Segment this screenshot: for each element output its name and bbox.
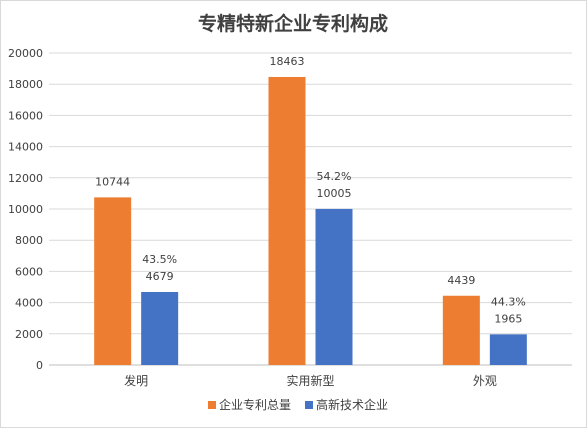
y-tick-label: 8000 [15,234,43,247]
bars [94,76,527,365]
data-label: 1965 [494,312,522,325]
y-axis: 0 2000 4000 6000 8000 10000 12000 14000 16000 180… [8,47,43,372]
legend-swatch [305,401,314,409]
y-tick-label: 6000 [15,265,43,278]
y-tick-label: 14000 [8,141,43,154]
percent-label: 43.5% [142,253,177,266]
bar-高新技术企业 [141,292,179,365]
y-tick-label: 0 [36,359,43,372]
legend-label: 高新技术企业 [316,397,388,412]
category-label: 发明 [124,373,148,388]
y-tick-label: 12000 [8,172,43,185]
x-axis: 发明 实用新型 外观 [124,373,497,388]
gridlines [49,52,572,366]
y-tick-label: 4000 [15,297,43,310]
bar-企业专利总量 [268,76,306,365]
data-label: 4679 [146,270,174,283]
legend-swatch [208,401,216,409]
bar-企业专利总量 [94,197,132,365]
legend: 企业专利总量 高新技术企业 [208,397,388,412]
percent-label: 54.2% [317,170,352,183]
data-label: 18463 [270,55,305,68]
y-tick-label: 20000 [8,47,43,60]
legend-label: 企业专利总量 [219,397,291,412]
bar-高新技术企业 [315,208,353,365]
category-label: 外观 [473,374,497,388]
bar-企业专利总量 [442,295,480,365]
y-tick-label: 10000 [8,203,43,216]
data-label: 10744 [95,175,130,188]
y-tick-label: 16000 [8,109,43,122]
y-tick-label: 2000 [15,328,43,341]
data-labels: 10744 4679 43.5% 18463 10005 54.2% 4439 1965 44.… [95,55,526,325]
chart-title: 专精特新企业专利构成 [198,12,388,35]
data-label: 10005 [317,187,352,200]
percent-label: 44.3% [491,295,526,308]
category-label: 实用新型 [286,373,334,388]
data-label: 4439 [447,274,475,287]
y-tick-label: 18000 [8,78,43,91]
bar-高新技术企业 [489,334,527,365]
